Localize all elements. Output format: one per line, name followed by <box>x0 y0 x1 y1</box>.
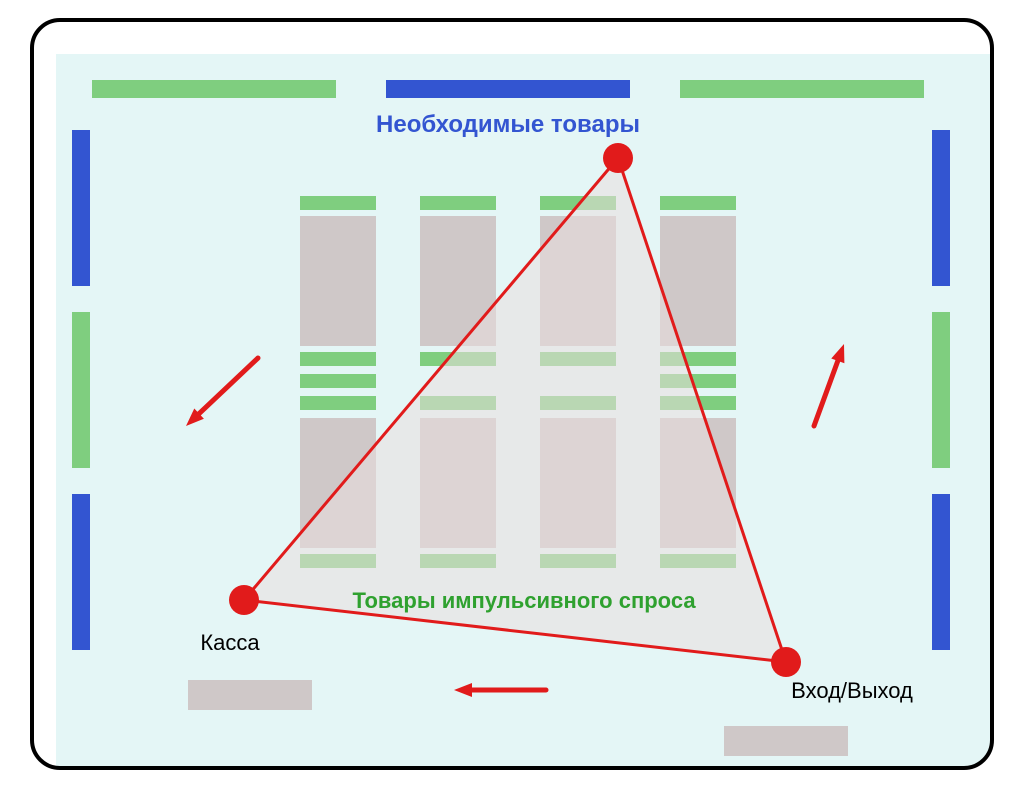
floorplan-svg: Необходимые товары Товары импульсивного с… <box>0 0 1024 788</box>
triangle-vertex <box>771 647 801 677</box>
perimeter-shelf <box>680 80 924 98</box>
fixture-block <box>724 726 848 756</box>
perimeter-shelf <box>932 312 950 468</box>
aisle-endcap <box>300 396 376 410</box>
label-entrance: Вход/Выход <box>791 678 913 703</box>
label-impulse: Товары импульсивного спроса <box>352 588 696 613</box>
diagram-root: Необходимые товары Товары импульсивного с… <box>0 0 1024 788</box>
triangle-vertex <box>229 585 259 615</box>
aisle-endcap <box>300 196 376 210</box>
perimeter-shelf <box>72 130 90 286</box>
fixture-block <box>188 680 312 710</box>
perimeter-shelf <box>72 494 90 650</box>
aisle-endcap <box>300 352 376 366</box>
aisle-endcap <box>420 196 496 210</box>
label-checkout: Касса <box>200 630 260 655</box>
label-essential: Необходимые товары <box>376 111 640 138</box>
perimeter-shelf <box>92 80 336 98</box>
triangle-vertex <box>603 143 633 173</box>
perimeter-shelf <box>932 130 950 286</box>
aisle-shelf <box>300 216 376 346</box>
aisle-endcap <box>300 374 376 388</box>
perimeter-shelf <box>386 80 630 98</box>
perimeter-shelf <box>932 494 950 650</box>
perimeter-shelf <box>72 312 90 468</box>
aisle-endcap <box>660 196 736 210</box>
